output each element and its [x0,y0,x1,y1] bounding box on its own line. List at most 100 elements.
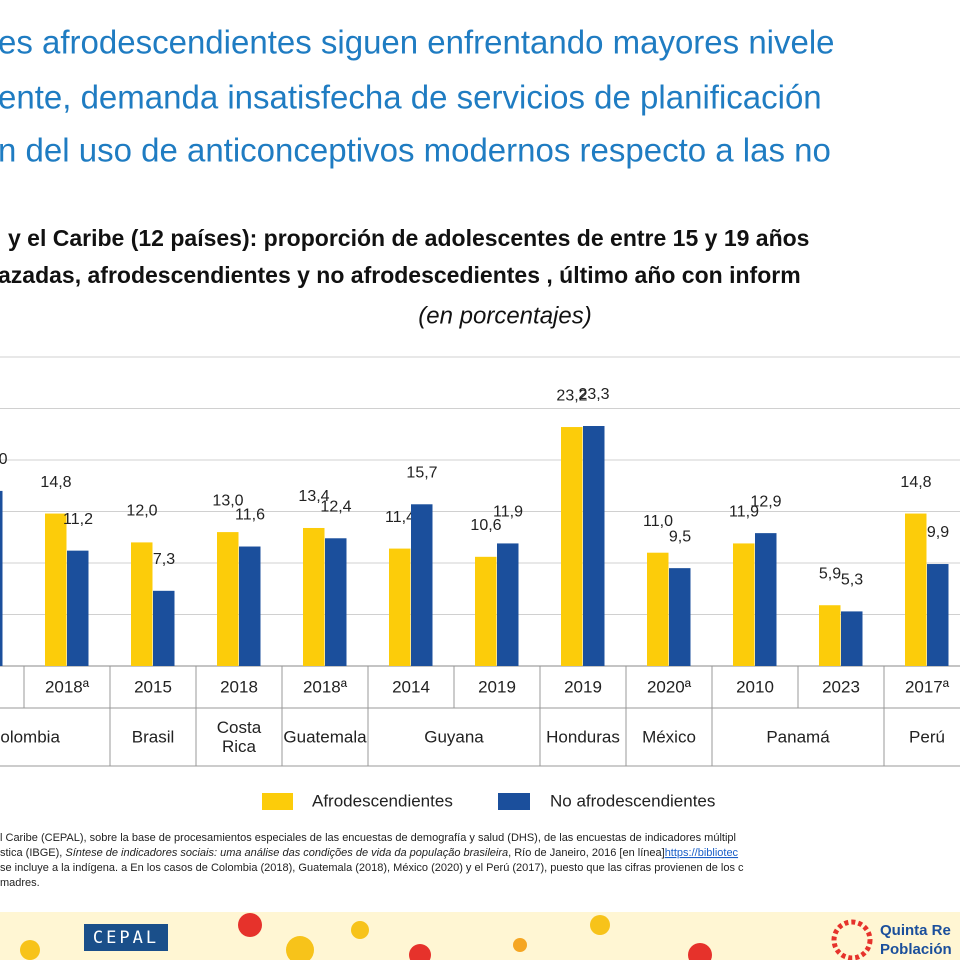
country-label: Guatemala [283,727,367,746]
country-label: Costa Rica [217,718,262,756]
country-label: Perú [909,727,945,746]
bar [45,513,67,666]
year-label: 2018ª [45,677,90,696]
bar [561,427,583,666]
country-label-line: Rica [222,737,257,756]
bar [325,538,347,666]
logo-box [84,924,168,951]
year-label: 2017ª [905,677,950,696]
country-label-line: Costa [217,718,262,737]
bar [153,590,175,666]
year-label: 2020ª [647,677,692,696]
country-label: Colombia [0,727,60,746]
year-label: 2015 [134,677,172,696]
logo: CEPAL [93,928,159,948]
data-label: 11,4 [385,509,415,526]
note-line: l Caribe (CEPAL), sobre la base de proce… [0,832,736,844]
data-label: 23,2 [556,387,587,404]
data-label: 9,9 [927,524,949,541]
data-label: 11,9 [729,504,759,521]
bar [131,542,153,666]
note-link[interactable]: https://bibliotec [665,847,739,859]
decoration [513,938,527,952]
data-label: 10,6 [470,517,501,534]
unit-label: (en porcentajes) [418,302,591,329]
subtitle-line: azadas, afrodescendientes y no afrodesce… [0,262,801,288]
decoration [590,915,610,935]
title-line: ente, demanda insatisfecha de servicios … [0,79,822,116]
title-line: n del uso de anticonceptivos modernos re… [0,132,831,169]
data-label: 11,9 [493,504,523,521]
bar [583,426,605,666]
data-label: 12,4 [320,498,351,515]
bar [755,533,777,666]
note-line: madres. [0,877,40,889]
data-label: 7,3 [153,551,175,568]
data-label: 14,8 [40,474,71,491]
data-label: 13,0 [212,492,243,509]
data-label: 11,0 [643,513,673,530]
decoration [238,913,262,937]
bar [733,543,755,666]
note-text: stica (IBGE), [0,847,65,859]
brand-icon [831,919,873,961]
brand-line: Quinta Re [880,922,951,939]
country-label: Guyana [424,727,484,746]
country-label: Brasil [132,727,175,746]
year-label: 2018 [220,677,258,696]
brand-line: Población [880,941,952,958]
decoration [351,921,369,939]
bar [0,490,3,666]
bar [841,611,863,666]
bar [389,548,411,666]
bar [669,568,691,666]
decoration [20,940,40,960]
data-label: 15,7 [406,465,437,482]
country-label: Honduras [546,727,620,746]
note-text: Síntese de indicadores sociais: uma anál… [65,847,508,859]
chart: 17,0201614,811,22018ª12,07,3201513,011,6… [0,356,960,767]
decoration [286,936,314,964]
year-label: 2014 [392,677,430,696]
year-label: 2010 [736,677,774,696]
country-label: México [642,727,696,746]
bar [905,513,927,666]
bar [497,543,519,666]
data-label: 17,0 [0,451,8,468]
legend-swatch [498,793,530,810]
year-label: 2023 [822,677,860,696]
bar [927,564,949,666]
bar [819,605,841,666]
note-line: stica (IBGE), Síntese de indicadores soc… [0,847,739,859]
data-label: 13,4 [298,488,329,505]
country-label: Panamá [766,727,830,746]
data-label: 11,6 [235,507,265,524]
bar [475,556,497,666]
data-label: 9,5 [669,528,691,545]
legend-label: Afrodescendientes [312,791,453,810]
year-label: 2019 [478,677,516,696]
bar [647,552,669,666]
year-label: 2018ª [303,677,348,696]
data-label: 14,8 [900,474,931,491]
year-label: 2019 [564,677,602,696]
data-label: 12,0 [126,503,157,520]
title-line: es afrodescendientes siguen enfrentando … [0,24,835,61]
note-line: se incluye a la indígena. a En los casos… [0,862,744,874]
data-label: 5,3 [841,572,863,589]
bar [239,546,261,666]
data-label: 23,3 [578,386,609,403]
legend-swatch [262,793,293,810]
bar [217,532,239,666]
bar [67,550,89,666]
legend-label: No afrodescendientes [550,791,715,810]
bar [303,527,325,666]
data-label: 12,9 [750,493,781,510]
data-label: 11,2 [63,511,93,528]
note-text: , Río de Janeiro, 2016 [en línea] [508,847,665,859]
bar [411,504,433,666]
subtitle-line: y el Caribe (12 países): proporción de a… [8,225,809,251]
data-label: 5,9 [819,565,841,582]
